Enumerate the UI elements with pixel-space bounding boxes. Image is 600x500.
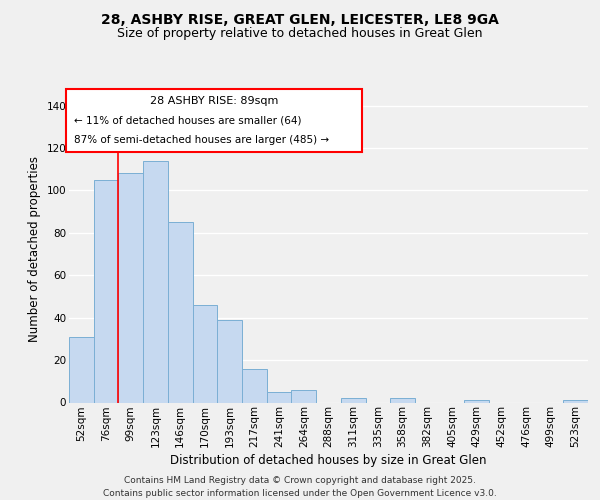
Text: Contains HM Land Registry data © Crown copyright and database right 2025.: Contains HM Land Registry data © Crown c…	[124, 476, 476, 485]
Text: ← 11% of detached houses are smaller (64): ← 11% of detached houses are smaller (64…	[74, 116, 302, 126]
Bar	[168, 222, 193, 402]
Bar	[69, 337, 94, 402]
Text: 28 ASHBY RISE: 89sqm: 28 ASHBY RISE: 89sqm	[150, 96, 278, 106]
Bar	[267, 392, 292, 402]
Bar	[292, 390, 316, 402]
X-axis label: Distribution of detached houses by size in Great Glen: Distribution of detached houses by size …	[170, 454, 487, 468]
Text: Contains public sector information licensed under the Open Government Licence v3: Contains public sector information licen…	[103, 489, 497, 498]
Bar	[390, 398, 415, 402]
Bar	[563, 400, 588, 402]
Text: 87% of semi-detached houses are larger (485) →: 87% of semi-detached houses are larger (…	[74, 134, 329, 144]
Y-axis label: Number of detached properties: Number of detached properties	[28, 156, 41, 342]
Bar	[143, 160, 168, 402]
Bar	[94, 180, 118, 402]
Text: 28, ASHBY RISE, GREAT GLEN, LEICESTER, LE8 9GA: 28, ASHBY RISE, GREAT GLEN, LEICESTER, L…	[101, 12, 499, 26]
FancyBboxPatch shape	[67, 89, 362, 152]
Bar	[193, 305, 217, 402]
Bar	[341, 398, 365, 402]
Bar	[242, 368, 267, 402]
Bar	[217, 320, 242, 402]
Bar	[464, 400, 489, 402]
Text: Size of property relative to detached houses in Great Glen: Size of property relative to detached ho…	[117, 28, 483, 40]
Bar	[118, 174, 143, 402]
